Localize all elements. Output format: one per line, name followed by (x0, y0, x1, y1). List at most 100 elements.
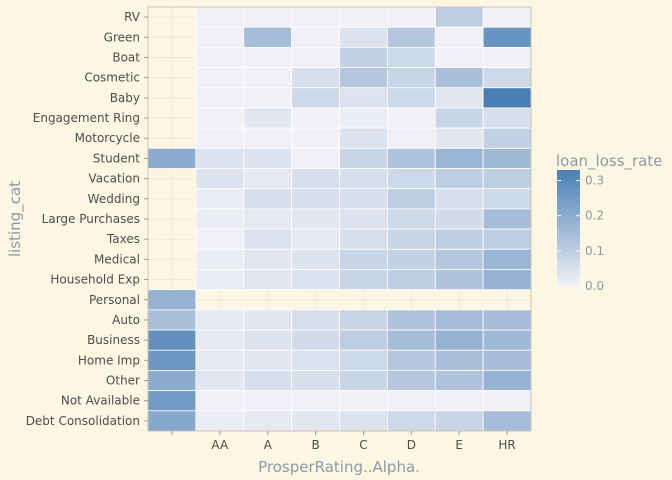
tile-baby-a (243, 87, 293, 109)
y-tick-label-engagement-ring: Engagement Ring (33, 111, 140, 125)
tile-wedding-a (243, 188, 293, 210)
tile-baby-aa (195, 87, 245, 109)
tile-business-b (291, 329, 340, 351)
y-tick-label-motorcycle: Motorcycle (75, 131, 140, 145)
tile-wedding-c (339, 188, 388, 210)
tile-rv-c (339, 6, 388, 28)
tile-household-exp-e (434, 269, 484, 291)
tile-wedding-d (386, 188, 436, 210)
tile-engagement-ring-b (291, 107, 340, 129)
legend: loan_loss_rate 0.0 0.1 0.2 0.3 (556, 152, 663, 293)
tile-other-aa (195, 370, 245, 392)
tile-medical-aa (195, 248, 245, 270)
tile-auto-d (386, 309, 436, 331)
tile-household-exp-aa (195, 269, 245, 291)
tile-not-available-a (243, 390, 293, 412)
tile-not-available-d (386, 390, 436, 412)
tile-motorcycle-b (291, 127, 340, 149)
y-tick-label-other: Other (106, 374, 140, 388)
legend-tick-label: 0.3 (585, 174, 604, 188)
tile-student-c (339, 147, 388, 169)
tile-home-imp-hr (482, 349, 532, 371)
tile-home-imp-d (386, 349, 436, 371)
tile-home-imp-e (434, 349, 484, 371)
tile-other-b (291, 370, 340, 392)
tile-auto-b (291, 309, 340, 331)
tile-green-d (386, 26, 436, 48)
y-tick-label-cosmetic: Cosmetic (84, 71, 140, 85)
tile-baby-e (434, 87, 484, 109)
tile-student-a (243, 147, 293, 169)
tile-wedding-e (434, 188, 484, 210)
y-tick-label-boat: Boat (112, 50, 140, 64)
tile-green-e (434, 26, 484, 48)
tile-baby-d (386, 87, 436, 109)
tile-rv-e (434, 6, 484, 28)
tile-household-exp-d (386, 269, 436, 291)
y-axis-title: listing_cat (6, 181, 25, 257)
y-tick-label-not-available: Not Available (61, 394, 140, 408)
y-tick-label-large-purchases: Large Purchases (42, 212, 140, 226)
tile-engagement-ring-a (243, 107, 293, 129)
y-tick-label-personal: Personal (89, 293, 140, 307)
tile-auto-aa (195, 309, 245, 331)
tile-household-exp-c (339, 269, 388, 291)
tile-vacation-d (386, 168, 436, 190)
x-tick-label-e: E (455, 438, 463, 452)
tile-boat-hr (482, 46, 532, 68)
tile-wedding-aa (195, 188, 245, 210)
tile-medical-c (339, 248, 388, 270)
y-axis-ticks: RV Green Boat Cosmetic Baby Engagement Ring Mo… (26, 10, 148, 428)
y-tick-label-home-imp: Home Imp (78, 353, 140, 367)
tile-other-c (339, 370, 388, 392)
x-tick-label-c: C (359, 438, 367, 452)
tile-student-b (291, 147, 340, 169)
legend-color-bar (557, 170, 580, 286)
tile-auto-hr (482, 309, 532, 331)
tile-home-imp-b (291, 349, 340, 371)
tile-green-aa (195, 26, 245, 48)
tile-student-blank (147, 147, 197, 169)
tile-vacation-e (434, 168, 484, 190)
legend-tick-label: 0.2 (585, 209, 604, 223)
tile-cosmetic-c (339, 67, 388, 89)
tile-not-available-aa (195, 390, 245, 412)
y-tick-label-debt-consolidation: Debt Consolidation (26, 414, 140, 428)
y-tick-label-baby: Baby (110, 91, 140, 105)
tile-other-blank (147, 370, 197, 392)
tile-boat-c (339, 46, 388, 68)
tile-business-hr (482, 329, 532, 351)
tile-green-b (291, 26, 340, 48)
tile-student-aa (195, 147, 245, 169)
tile-green-hr (482, 26, 532, 48)
tile-other-a (243, 370, 293, 392)
tile-household-exp-hr (482, 269, 532, 291)
tile-vacation-hr (482, 168, 532, 190)
legend-ticks: 0.0 0.1 0.2 0.3 (557, 174, 604, 293)
tile-engagement-ring-d (386, 107, 436, 129)
tile-motorcycle-a (243, 127, 293, 149)
tile-engagement-ring-e (434, 107, 484, 129)
tile-baby-b (291, 87, 340, 109)
tile-motorcycle-c (339, 127, 388, 149)
tile-taxes-b (291, 228, 340, 250)
y-tick-label-taxes: Taxes (106, 232, 140, 246)
y-tick-label-student: Student (93, 151, 141, 165)
tile-large-purchases-aa (195, 208, 245, 230)
tile-engagement-ring-hr (482, 107, 532, 129)
tile-debt-consolidation-b (291, 410, 340, 432)
tile-vacation-b (291, 168, 340, 190)
tile-taxes-aa (195, 228, 245, 250)
legend-title: loan_loss_rate (556, 152, 663, 171)
legend-tick-label: 0.0 (585, 279, 604, 293)
tile-baby-hr (482, 87, 532, 109)
tile-home-imp-a (243, 349, 293, 371)
tile-personal-blank (147, 289, 197, 311)
tile-debt-consolidation-e (434, 410, 484, 432)
tile-not-available-blank (147, 390, 197, 412)
tile-medical-hr (482, 248, 532, 270)
tile-debt-consolidation-hr (482, 410, 532, 432)
tile-student-hr (482, 147, 532, 169)
tile-household-exp-b (291, 269, 340, 291)
